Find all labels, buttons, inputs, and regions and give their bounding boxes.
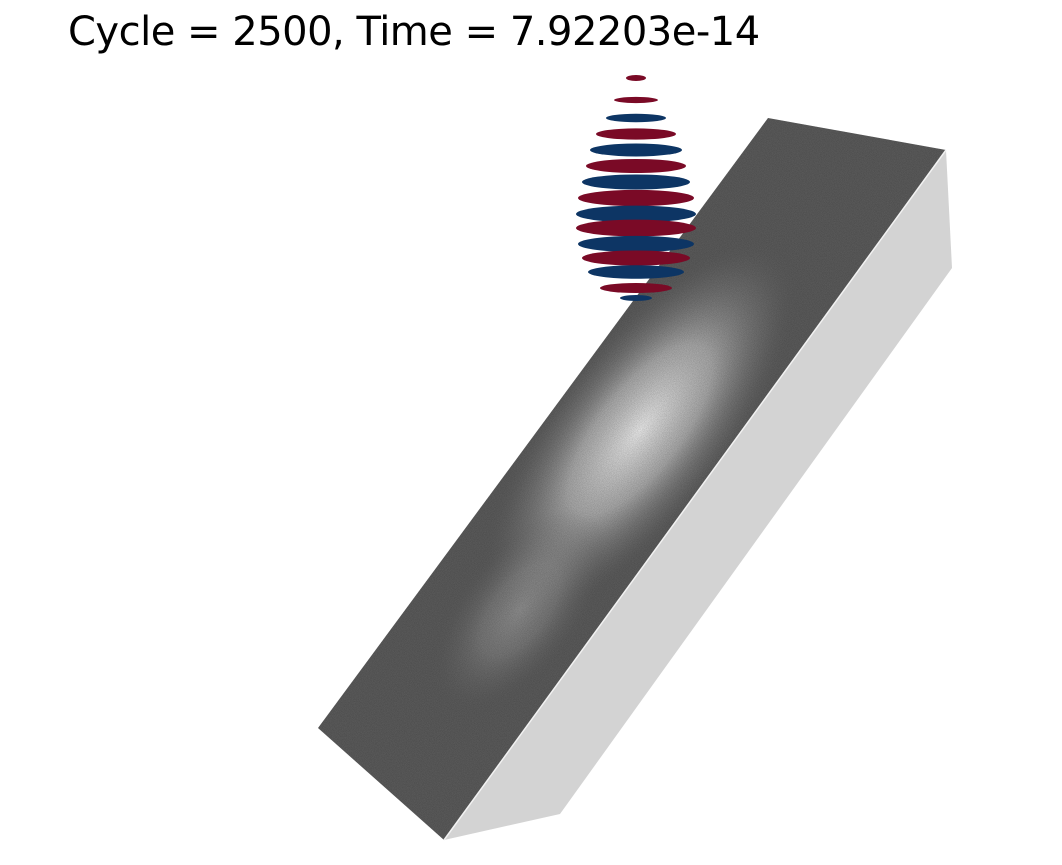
wave-disc [614,96,658,104]
wave-disc [606,113,666,123]
wave-disc [578,235,694,253]
wave-disc [600,282,672,294]
wave-disc [582,174,690,190]
slab-side-face [444,150,952,840]
wave-disc [576,219,696,237]
wave-disc [576,205,696,223]
slab-edge [443,149,947,841]
wave-disc [582,250,690,266]
wave-disc [626,75,646,81]
wave-disc [590,143,682,157]
wave-disc [588,265,684,279]
wave-disc [596,128,676,140]
pulse-wave-stack [576,75,696,301]
time-annotation: Cycle = 2500, Time = 7.92203e-14 [68,9,760,55]
wave-disc [586,159,686,173]
wave-disc [620,295,652,301]
wave-disc [578,189,694,207]
